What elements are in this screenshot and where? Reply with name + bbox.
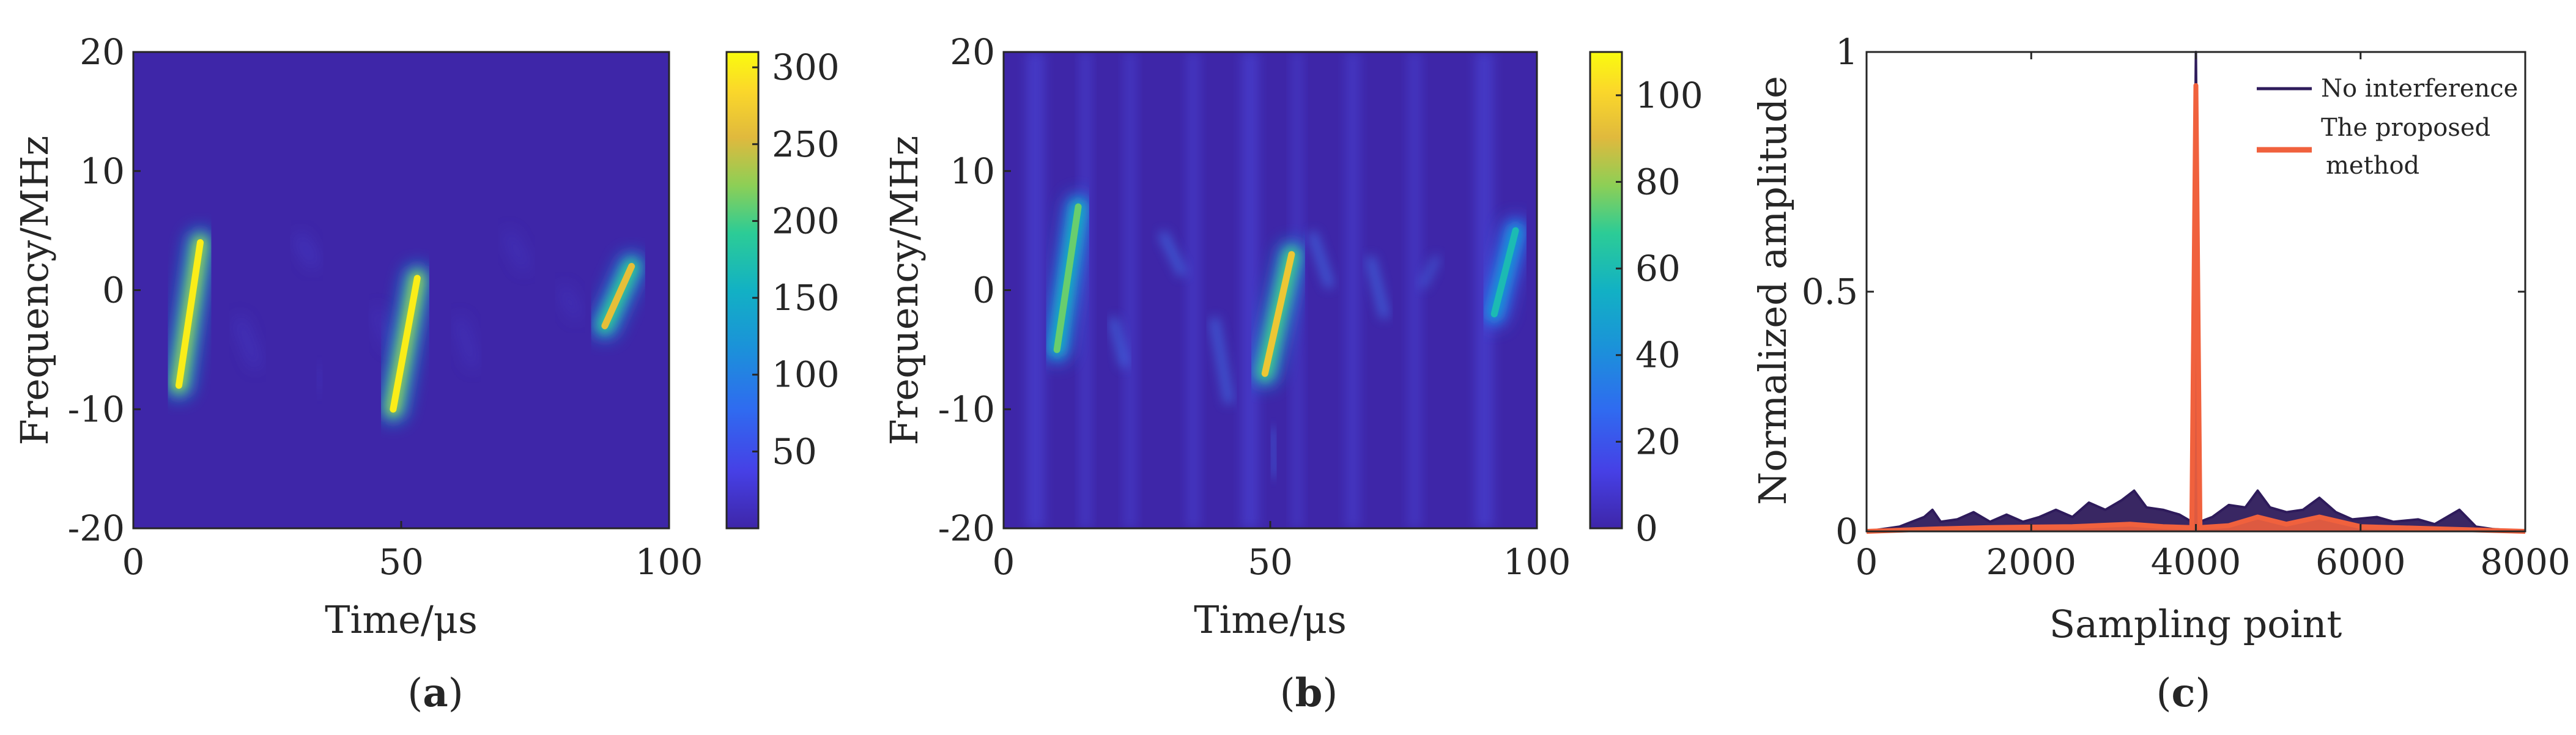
x-axis-label: Time/μs — [1194, 597, 1347, 642]
colorbar-tick-label: 80 — [1635, 161, 1681, 202]
y-tick-label: 1 — [1835, 31, 1858, 73]
colorbar — [1589, 51, 1623, 530]
y-tick-label: 0 — [972, 270, 995, 311]
spectrogram-faint-traces — [235, 231, 581, 392]
x-tick-label: 100 — [1503, 541, 1571, 583]
colorbar-tick-label: 20 — [1635, 421, 1681, 462]
y-tick-label: 20 — [950, 31, 995, 73]
y-tick-label: 10 — [950, 150, 995, 192]
colorbar-tick-label: 200 — [772, 200, 840, 242]
legend-label-proposed-line1: The proposed — [2321, 114, 2490, 142]
x-axis-label: Sampling point — [2049, 602, 2342, 646]
x-tick-label: 6000 — [2315, 541, 2406, 583]
chirp-3 — [601, 263, 635, 330]
y-tick-label: -10 — [68, 388, 125, 430]
chirp-1 — [1053, 203, 1082, 353]
colorbar-tick-label: 50 — [772, 430, 817, 472]
y-tick-label: 0 — [102, 270, 125, 311]
colorbar-tick-label: 300 — [772, 46, 840, 88]
colorbar-tick-label: 250 — [772, 124, 840, 165]
y-tick-label: 10 — [80, 150, 125, 192]
y-tick-label: -20 — [938, 508, 995, 549]
legend: No interference The proposed method — [2257, 75, 2518, 180]
legend-label-proposed-line2: method — [2326, 152, 2419, 180]
colorbar-tick-label: 0 — [1635, 508, 1658, 549]
colorbar-tick-label: 100 — [772, 354, 840, 396]
x-axis-label: Time/μs — [325, 597, 478, 642]
chirp-1 — [175, 239, 204, 389]
chirp-2 — [390, 275, 421, 413]
panel-label-a: (a) — [407, 670, 463, 716]
spectrogram-background — [133, 52, 669, 528]
y-axis-label: Frequency/MHz — [882, 136, 927, 445]
x-tick-label: 50 — [379, 541, 424, 583]
colorbar-ticks: 300 250 200 150 100 50 — [752, 46, 840, 472]
x-tick-label: 0 — [122, 541, 145, 583]
chirp-3 — [1490, 227, 1519, 317]
y-axis-label: Frequency/MHz — [12, 136, 57, 445]
x-tick-label: 100 — [635, 541, 703, 583]
colorbar-tick-label: 60 — [1635, 248, 1681, 289]
y-tick-label: 20 — [80, 31, 125, 73]
x-tick-label: 0 — [993, 541, 1015, 583]
y-tick-label: -20 — [68, 508, 125, 549]
y-tick-label: -10 — [938, 388, 995, 430]
axis-ticks: 0 2000 4000 6000 8000 1 0.5 0 — [1802, 31, 2570, 583]
legend-label-no-interference: No interference — [2321, 75, 2518, 103]
panel-c: 0 2000 4000 6000 8000 1 0.5 0 Sampling point No… — [1750, 31, 2570, 716]
y-tick-label: 0 — [1835, 511, 1858, 552]
x-tick-label: 2000 — [1986, 541, 2076, 583]
y-axis-label: Normalized amplitude — [1750, 76, 1795, 505]
colorbar-tick-label: 150 — [772, 277, 840, 319]
x-tick-label: 4000 — [2151, 541, 2241, 583]
colorbar-ticks: 100 80 60 40 20 0 — [1616, 75, 1703, 549]
y-tick-label: 0.5 — [1802, 271, 1858, 312]
x-tick-label: 0 — [1856, 541, 1878, 583]
colorbar — [725, 51, 760, 530]
spectrogram-chirps — [1043, 193, 1530, 387]
spectrogram-vertical-bands — [1026, 52, 1493, 528]
colorbar-tick-label: 100 — [1635, 75, 1703, 116]
x-tick-label: 50 — [1248, 541, 1293, 583]
spectrogram-chirps — [165, 229, 645, 423]
panel-label-c: (c) — [2156, 670, 2211, 716]
panel-label-b: (b) — [1280, 670, 1338, 716]
colorbar-tick-label: 40 — [1635, 334, 1681, 376]
x-tick-label: 8000 — [2480, 541, 2570, 583]
chirp-2 — [1261, 251, 1295, 377]
